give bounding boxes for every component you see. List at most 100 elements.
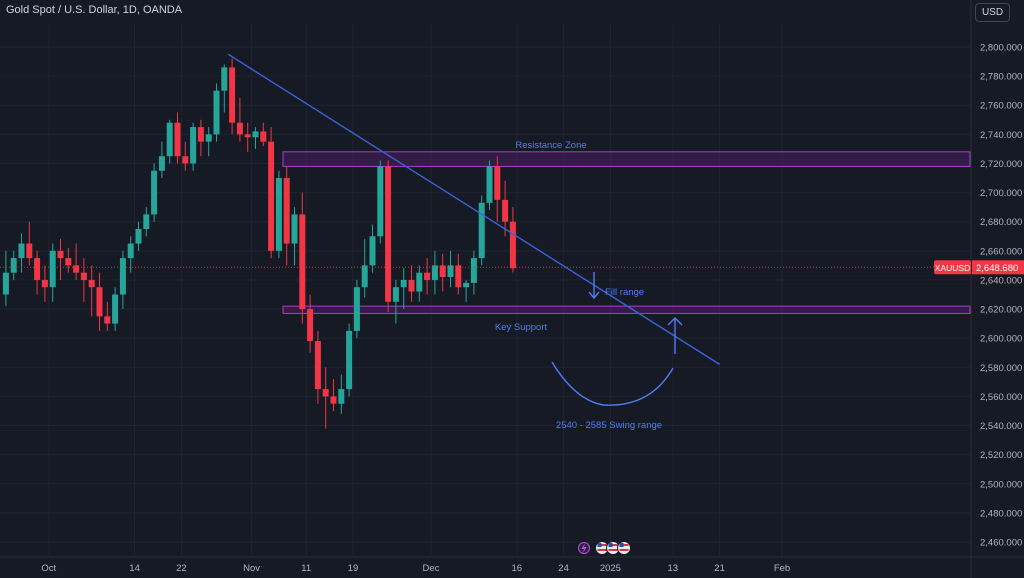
- candle: [34, 250, 41, 295]
- swing-curve: [551, 361, 674, 406]
- candle: [369, 224, 376, 273]
- candle: [307, 294, 314, 353]
- x-tick-label: Feb: [774, 563, 790, 574]
- candle: [174, 112, 181, 164]
- symbol-tag-text: XAUUSD: [935, 263, 970, 273]
- candle-body: [221, 67, 228, 91]
- candle-body: [353, 287, 360, 331]
- x-tick-label: 11: [301, 563, 311, 574]
- candle-body: [369, 236, 376, 266]
- candle: [18, 233, 25, 273]
- candle: [385, 160, 392, 312]
- candle-body: [346, 330, 353, 390]
- candle: [486, 160, 493, 211]
- candle: [268, 127, 275, 259]
- candle-body: [377, 166, 384, 237]
- x-tick-label: Oct: [41, 563, 56, 574]
- symbol-tag-bg: [934, 260, 971, 275]
- event-markers[interactable]: [577, 541, 631, 555]
- candle: [322, 367, 329, 429]
- y-tick-label: 2,800.000: [980, 43, 1022, 54]
- candle: [104, 301, 111, 331]
- candle: [151, 163, 158, 222]
- candle: [275, 170, 282, 259]
- candle: [478, 195, 485, 266]
- candle-body: [275, 178, 282, 251]
- candle-body: [174, 122, 181, 157]
- candle-body: [18, 243, 25, 259]
- candle: [439, 253, 446, 292]
- candle-body: [143, 214, 150, 229]
- candle: [158, 141, 165, 179]
- swing-range-label: 2540 - 2585 Swing range: [556, 420, 662, 431]
- candle: [260, 122, 267, 146]
- flag-stripe: [597, 544, 607, 546]
- last-price-tag-bg: [972, 260, 1024, 275]
- us-flag-event-icon[interactable]: [617, 541, 631, 555]
- y-tick-label: 2,680.000: [980, 217, 1022, 228]
- candles: [2, 58, 516, 429]
- price-axis[interactable]: 2,460.000 2,480.000 2,500.000 2,520.000 2,54…: [934, 43, 1024, 549]
- candle-body: [400, 279, 407, 288]
- last-price-tag-text: 2,648.680: [976, 263, 1018, 274]
- flag-canton: [597, 543, 602, 547]
- currency-button[interactable]: USD: [975, 3, 1010, 22]
- candle: [49, 243, 56, 302]
- resistance-zone: [282, 151, 971, 167]
- y-tick-label: 2,580.000: [980, 363, 1022, 374]
- candle-body: [158, 156, 165, 171]
- x-tick-label: Nov: [243, 563, 260, 574]
- trendline: [227, 53, 720, 365]
- us-flag-event-icon[interactable]: [595, 541, 609, 555]
- candle: [65, 247, 72, 273]
- flag-stripe: [597, 549, 607, 551]
- y-tick-label: 2,600.000: [980, 334, 1022, 345]
- y-tick-label: 2,660.000: [980, 246, 1022, 257]
- y-tick-label: 2,640.000: [980, 275, 1022, 286]
- x-tick-label: 14: [129, 563, 140, 574]
- candle-body: [252, 131, 259, 138]
- us-flag-event-icon[interactable]: [606, 541, 620, 555]
- candle: [112, 287, 119, 331]
- candle-body: [478, 202, 485, 259]
- y-tick-label: 2,560.000: [980, 392, 1022, 403]
- candle: [463, 279, 470, 302]
- candle-body: [283, 178, 290, 244]
- candle-body: [205, 134, 212, 142]
- time-axis[interactable]: Oct 14 22 Nov 11 19 Dec 16 24 2025 13 21 Feb: [41, 563, 790, 574]
- candle: [330, 378, 337, 411]
- y-tick-label: 2,540.000: [980, 421, 1022, 432]
- candle-body: [229, 67, 236, 123]
- candle: [424, 258, 431, 295]
- candle-body: [80, 272, 87, 280]
- candle-body: [314, 341, 321, 390]
- candle-body: [166, 122, 173, 157]
- candle-body: [73, 265, 80, 273]
- candle: [392, 279, 399, 324]
- candle: [182, 141, 189, 171]
- candle-body: [213, 90, 220, 135]
- candle: [377, 160, 384, 244]
- x-tick-label: Dec: [423, 563, 440, 574]
- candle: [361, 239, 368, 298]
- x-tick-label: 24: [558, 563, 569, 574]
- candle-body: [486, 166, 493, 203]
- candle: [346, 323, 353, 397]
- y-tick-label: 2,720.000: [980, 159, 1022, 170]
- candle-body: [338, 389, 345, 404]
- lightning-event-icon[interactable]: [577, 541, 591, 555]
- candle-body: [41, 279, 48, 288]
- candle-body: [330, 396, 337, 404]
- y-tick-label: 2,780.000: [980, 72, 1022, 83]
- fill-range-arrow: [588, 272, 600, 300]
- candle: [252, 127, 259, 149]
- candle-body: [307, 309, 314, 342]
- candle-body: [2, 272, 9, 295]
- candle: [88, 265, 95, 317]
- candle: [80, 258, 87, 302]
- candle: [291, 207, 298, 266]
- flag-stripe: [619, 549, 629, 551]
- candle-body: [135, 228, 142, 244]
- candle-body: [260, 131, 267, 142]
